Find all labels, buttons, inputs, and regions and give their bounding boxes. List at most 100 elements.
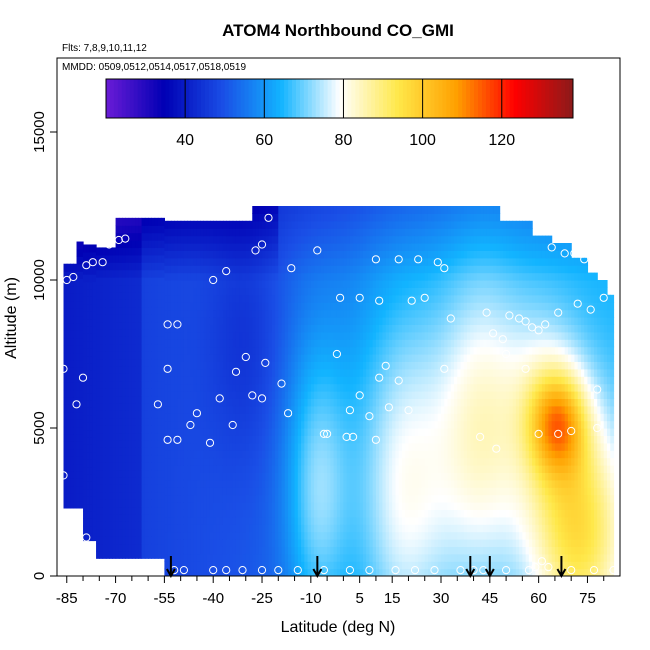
field-cell: [196, 524, 201, 533]
field-cell: [278, 302, 283, 311]
field-cell: [180, 509, 185, 518]
field-cell: [388, 213, 393, 222]
field-cell: [122, 343, 126, 352]
field-cell: [356, 206, 361, 214]
field-cell: [79, 433, 84, 442]
field-cell: [180, 220, 185, 229]
field-cell: [154, 521, 159, 530]
field-cell: [288, 272, 292, 281]
field-cell: [340, 502, 344, 510]
field-cell: [239, 398, 244, 407]
field-cell: [203, 539, 208, 547]
field-cell: [395, 465, 400, 473]
field-cell: [157, 447, 162, 456]
field-cell: [73, 500, 78, 509]
field-cell: [301, 472, 305, 481]
field-cell: [310, 213, 315, 222]
field-cell: [141, 469, 146, 478]
field-cell: [148, 373, 152, 382]
field-cell: [154, 277, 159, 286]
field-cell: [209, 539, 214, 547]
field-cell: [190, 309, 195, 318]
field-cell: [294, 472, 299, 481]
field-cell: [294, 324, 299, 333]
field-cell: [203, 265, 208, 274]
field-cell: [92, 385, 97, 394]
field-cell: [307, 331, 312, 340]
field-cell: [187, 568, 192, 576]
field-cell: [164, 568, 169, 576]
field-cell: [395, 302, 400, 311]
field-cell: [284, 413, 289, 422]
field-cell: [216, 568, 221, 576]
field-cell: [375, 257, 380, 266]
field-cell: [92, 488, 97, 497]
field-cell: [385, 435, 390, 444]
field-cell: [144, 410, 149, 419]
field-cell: [164, 346, 169, 355]
field-cell: [86, 318, 91, 327]
field-cell: [154, 380, 159, 389]
field-cell: [109, 425, 113, 434]
field-cell: [366, 479, 371, 488]
field-cell: [148, 476, 152, 485]
field-cell: [242, 568, 247, 576]
field-cell: [122, 306, 126, 315]
field-cell: [307, 309, 312, 318]
field-cell: [294, 516, 299, 525]
field-cell: [310, 257, 315, 266]
field-cell: [196, 516, 201, 525]
field-cell: [157, 550, 162, 559]
field-cell: [96, 314, 100, 323]
field-cell: [340, 265, 344, 274]
field-cell: [340, 272, 344, 281]
field-cell: [314, 516, 318, 525]
field-cell: [135, 417, 139, 426]
field-cell: [349, 472, 354, 481]
field-cell: [405, 339, 410, 348]
field-cell: [340, 524, 344, 533]
field-cell: [395, 553, 400, 562]
field-cell: [249, 502, 253, 510]
field-cell: [291, 302, 296, 311]
field-cell: [203, 391, 208, 399]
field-cell: [301, 479, 305, 488]
field-cell: [193, 546, 198, 555]
field-cell: [275, 250, 279, 259]
field-cell: [115, 402, 120, 411]
field-cell: [281, 561, 286, 570]
field-cell: [180, 398, 185, 407]
field-cell: [135, 536, 139, 545]
field-cell: [183, 553, 188, 562]
field-cell: [366, 309, 371, 318]
field-cell: [161, 336, 165, 345]
field-cell: [398, 361, 403, 370]
field-cell: [206, 361, 211, 370]
field-cell: [353, 398, 357, 407]
field-cell: [193, 383, 198, 392]
field-cell: [281, 539, 286, 547]
field-cell: [379, 250, 384, 259]
field-cell: [226, 220, 231, 229]
field-cell: [291, 376, 296, 385]
field-cell: [118, 476, 123, 485]
field-cell: [122, 484, 126, 493]
field-cell: [128, 240, 133, 249]
field-cell: [281, 272, 286, 281]
field-cell: [327, 294, 331, 303]
field-cell: [405, 494, 410, 503]
field-cell: [138, 484, 143, 493]
field-cell: [219, 553, 224, 562]
field-cell: [340, 294, 344, 303]
field-cell: [375, 287, 380, 296]
field-cell: [200, 442, 205, 451]
field-cell: [265, 561, 270, 570]
field-cell: [275, 228, 279, 237]
field-cell: [70, 485, 74, 494]
field-cell: [275, 435, 279, 444]
field-cell: [187, 487, 192, 496]
field-cell: [333, 502, 338, 510]
field-cell: [291, 213, 296, 222]
field-cell: [317, 220, 322, 229]
field-cell: [144, 358, 149, 367]
